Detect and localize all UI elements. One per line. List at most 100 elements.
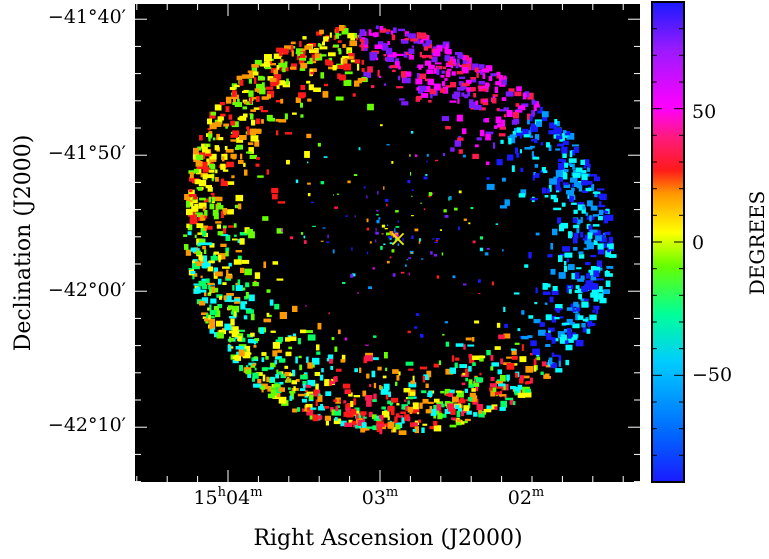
- pixel-speck: [248, 294, 255, 302]
- pixel-speck: [520, 167, 524, 172]
- pixel-speck: [436, 68, 440, 76]
- pixel-speck: [514, 91, 522, 97]
- pixel-speck: [307, 407, 311, 411]
- pixel-speck: [382, 44, 387, 51]
- pixel-speck: [343, 79, 352, 86]
- pixel-speck: [274, 382, 279, 385]
- pixel-speck: [216, 120, 222, 127]
- pixel-speck: [405, 71, 412, 77]
- pixel-speck: [264, 54, 272, 61]
- pixel-speck: [466, 87, 474, 92]
- pixel-speck: [494, 406, 498, 410]
- pixel-speck: [199, 135, 203, 141]
- pixel-speck: [301, 408, 304, 412]
- pixel-speck: [510, 348, 516, 351]
- pixel-speck: [243, 315, 248, 320]
- pixel-speck: [372, 425, 378, 431]
- pixel-speck: [312, 225, 316, 227]
- pixel-speck: [534, 134, 540, 141]
- pixel-speck: [560, 171, 567, 178]
- pixel-speck: [535, 365, 538, 371]
- pixel-speck: [499, 407, 506, 411]
- pixel-speck: [274, 74, 281, 80]
- pixel-speck: [367, 103, 374, 111]
- pixel-speck: [444, 215, 449, 218]
- pixel-speck: [481, 68, 489, 73]
- pixel-speck: [499, 205, 508, 209]
- pixel-speck: [496, 71, 501, 75]
- pixel-speck: [280, 373, 287, 379]
- pixel-speck: [187, 224, 193, 231]
- pixel-speck: [408, 382, 417, 388]
- pixel-speck: [516, 86, 522, 92]
- pixel-speck: [254, 367, 257, 371]
- pixel-speck: [332, 249, 335, 254]
- pixel-speck: [570, 303, 575, 310]
- pixel-speck: [234, 355, 241, 361]
- pixel-speck: [515, 103, 520, 107]
- pixel-speck: [366, 426, 375, 429]
- pixel-speck: [239, 135, 247, 140]
- pixel-speck: [368, 29, 372, 36]
- pixel-speck: [337, 48, 341, 52]
- pixel-speck: [468, 366, 472, 372]
- pixel-speck: [300, 62, 308, 69]
- pixel-speck: [346, 389, 352, 394]
- pixel-speck: [407, 400, 410, 405]
- pixel-speck: [248, 72, 254, 78]
- pixel-speck: [189, 214, 197, 219]
- pixel-speck: [230, 153, 237, 159]
- pixel-speck: [210, 255, 218, 261]
- pixel-speck: [471, 388, 476, 392]
- pixel-speck: [189, 176, 194, 182]
- pixel-speck: [251, 64, 259, 68]
- pixel-speck: [199, 300, 206, 306]
- polarization-pixels: [183, 25, 617, 435]
- pixel-speck: [541, 167, 546, 172]
- colorbar-tick-label: −50: [692, 364, 732, 386]
- pixel-speck: [234, 298, 241, 302]
- pixel-speck: [403, 77, 411, 84]
- pixel-speck: [583, 247, 589, 250]
- pixel-speck: [258, 129, 262, 132]
- pixel-speck: [222, 225, 227, 229]
- pixel-speck: [519, 356, 527, 363]
- pixel-speck: [376, 219, 380, 224]
- pixel-speck: [465, 368, 469, 374]
- pixel-speck: [304, 389, 308, 393]
- pixel-speck: [476, 137, 482, 141]
- pixel-speck: [233, 96, 236, 103]
- pixel-speck: [209, 326, 215, 334]
- pixel-speck: [438, 403, 445, 408]
- pixel-speck: [300, 329, 307, 334]
- pixel-speck: [590, 275, 597, 281]
- pixel-speck: [379, 75, 382, 78]
- image-frame-ticks: [135, 4, 640, 483]
- pixel-speck: [473, 412, 478, 417]
- pixel-speck: [354, 59, 360, 64]
- pixel-speck: [288, 346, 293, 350]
- pixel-speck: [386, 203, 388, 207]
- pixel-speck: [383, 83, 387, 86]
- pixel-speck: [207, 187, 213, 192]
- pixel-speck: [434, 398, 440, 403]
- pixel-speck: [366, 227, 370, 231]
- pixel-speck: [357, 292, 359, 294]
- pixel-speck: [254, 59, 262, 66]
- pixel-speck: [547, 327, 555, 332]
- pixel-speck: [353, 422, 356, 428]
- pixel-speck: [215, 320, 223, 327]
- pixel-speck: [329, 32, 332, 38]
- pixel-speck: [386, 144, 390, 146]
- pixel-speck: [536, 356, 540, 361]
- pixel-speck: [457, 97, 460, 104]
- pixel-speck: [358, 77, 366, 82]
- pixel-speck: [581, 180, 588, 186]
- pixel-speck: [361, 39, 365, 45]
- pixel-speck: [432, 46, 437, 51]
- pixel-speck: [215, 169, 218, 174]
- pixel-speck: [269, 60, 272, 65]
- pixel-speck: [394, 228, 396, 232]
- pixel-speck: [202, 174, 208, 180]
- pixel-speck: [587, 163, 591, 168]
